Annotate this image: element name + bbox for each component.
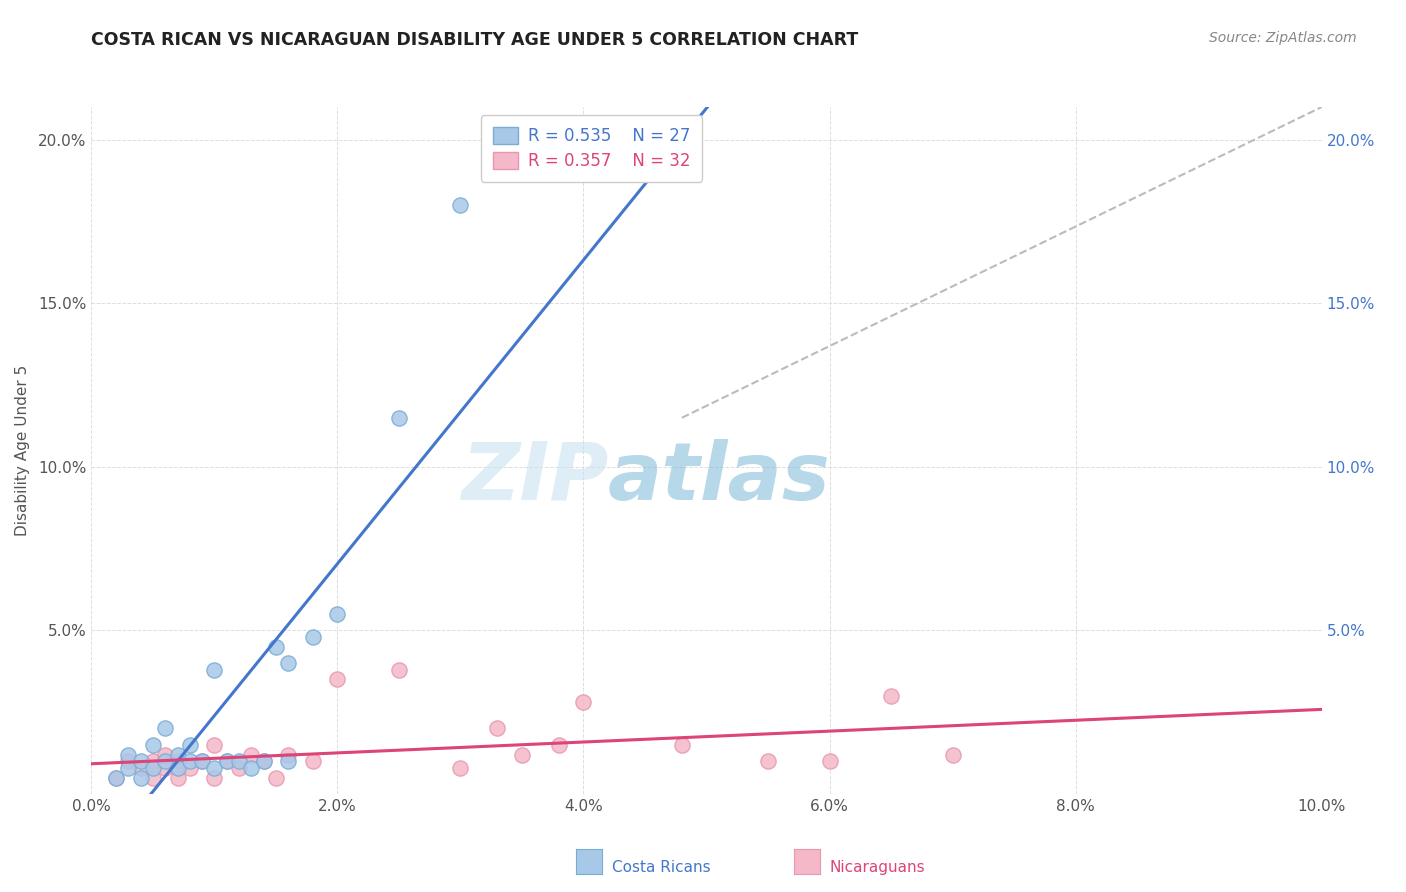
Text: Nicaraguans: Nicaraguans [830,860,925,874]
Point [179,761,201,775]
Point [117,761,139,775]
Point [215,754,238,768]
Legend: R = 0.535    N = 27, R = 0.357    N = 32: R = 0.535 N = 27, R = 0.357 N = 32 [481,115,702,182]
Point [388,410,411,425]
Text: Costa Ricans: Costa Ricans [612,860,710,874]
Point [166,771,188,785]
Point [326,673,349,687]
Point [179,738,201,752]
Point [547,738,569,752]
Point [880,689,903,703]
Point [449,761,471,775]
Point [142,761,165,775]
Point [142,754,165,768]
Point [326,607,349,621]
Point [388,663,411,677]
Text: Source: ZipAtlas.com: Source: ZipAtlas.com [1209,31,1357,45]
Point [153,747,177,762]
Point [671,738,693,752]
Point [142,771,165,785]
Point [202,761,225,775]
Point [228,761,250,775]
Point [240,761,263,775]
Point [117,747,139,762]
Point [117,754,139,768]
Point [240,747,263,762]
Point [818,754,841,768]
Text: COSTA RICAN VS NICARAGUAN DISABILITY AGE UNDER 5 CORRELATION CHART: COSTA RICAN VS NICARAGUAN DISABILITY AGE… [91,31,859,49]
Point [253,754,276,768]
Point [301,754,323,768]
Point [153,754,177,768]
Point [179,754,201,768]
Point [129,761,152,775]
Point [166,754,188,768]
Point [202,738,225,752]
Point [105,771,127,785]
Point [129,771,152,785]
Text: atlas: atlas [607,439,831,517]
Point [756,754,779,768]
Point [191,754,214,768]
Point [166,747,188,762]
Point [191,754,214,768]
Point [942,747,965,762]
Point [215,754,238,768]
Y-axis label: Disability Age Under 5: Disability Age Under 5 [15,365,30,536]
Point [264,640,287,654]
Point [253,754,276,768]
Point [277,747,299,762]
Point [301,630,323,644]
Point [486,722,509,736]
Text: ZIP: ZIP [461,439,607,517]
Point [202,771,225,785]
Point [105,771,127,785]
Point [153,722,177,736]
Point [264,771,287,785]
Point [228,754,250,768]
Point [153,761,177,775]
Point [277,656,299,670]
Point [277,754,299,768]
Point [510,747,533,762]
Point [166,761,188,775]
Point [449,198,471,212]
Point [202,663,225,677]
Point [572,695,595,709]
Point [142,738,165,752]
Point [129,754,152,768]
